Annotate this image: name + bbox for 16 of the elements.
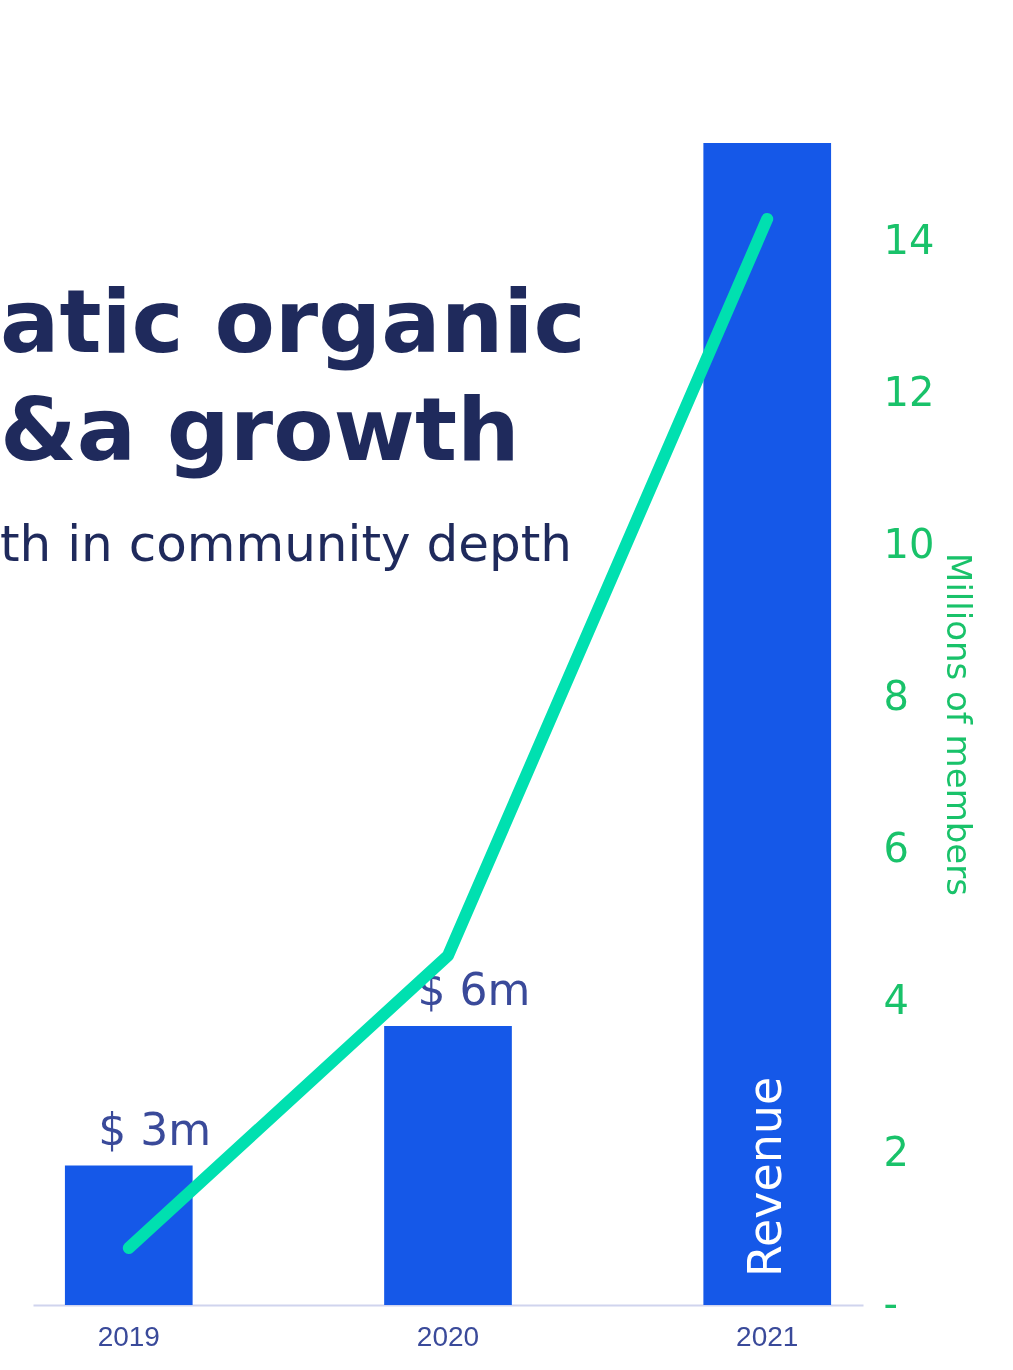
y2-tick-label: 4 [883,976,909,1023]
text: th in community depth [0,515,573,573]
y2-tick-label: 2 [883,1128,909,1175]
y2-tick-label: 6 [883,824,909,871]
y2-axis-title: Millions of members [939,553,980,896]
y2-tick-label: - [883,1280,898,1327]
data-label: $ 3m [98,1103,212,1155]
y2-tick-label: 8 [883,672,909,719]
y2-tick-label: 14 [883,217,935,264]
text: atic organic &a growth [0,269,586,483]
y2-tick-label: 12 [883,369,935,416]
series-label: Revenue [738,1076,793,1277]
x-tick-label: 2021 [736,1320,799,1352]
y2-tick-label: 10 [883,521,935,568]
x-tick-label: 2019 [97,1320,160,1352]
x-tick-label: 2020 [416,1320,480,1352]
